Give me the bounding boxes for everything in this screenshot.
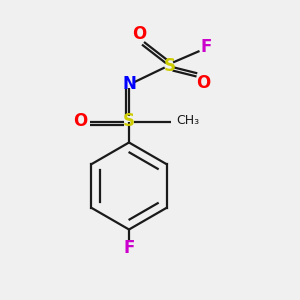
- Text: F: F: [123, 239, 135, 257]
- Text: F: F: [200, 38, 212, 56]
- Text: S: S: [164, 57, 175, 75]
- Text: O: O: [132, 25, 147, 43]
- Text: N: N: [122, 75, 136, 93]
- Text: CH₃: CH₃: [176, 114, 199, 128]
- Text: O: O: [74, 112, 88, 130]
- Text: S: S: [123, 112, 135, 130]
- Text: O: O: [196, 74, 210, 92]
